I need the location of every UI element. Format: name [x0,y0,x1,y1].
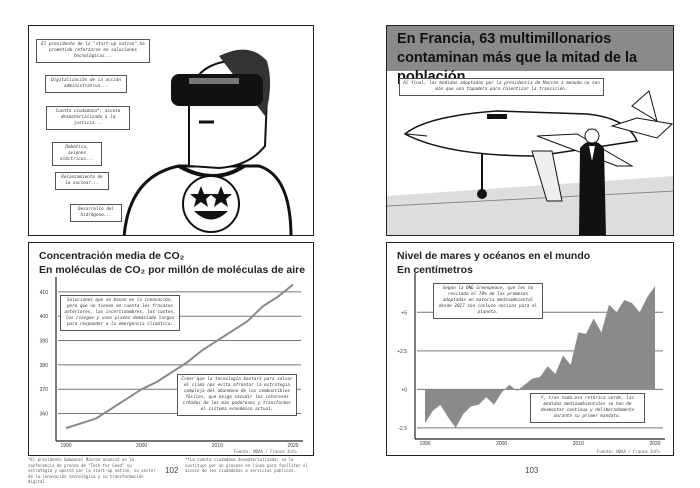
x-tick-label: 1990 [60,443,71,449]
y-tick-label: 390 [40,339,49,345]
sea-annotation-2: Y, tras toda esa retórica verde, las med… [530,393,645,423]
sea-title: Nivel de mares y océanos en el mundo [397,250,591,262]
co2-annotation-1: Soluciones que se basan en la innovación… [60,295,180,331]
x-tick-label: 2010 [573,441,584,447]
footnote-2: **La cuenta ciudadana desmaterializada: … [185,457,308,473]
jet-panel: En Francia, 63 multimillonarios contamin… [386,25,674,236]
y-tick-label: +5 [401,310,407,316]
caption-startup-nation: El presidente de la "start-up nation" ha… [36,39,150,63]
co2-title: Concentración media de CO₂ [39,250,185,262]
co2-chart-panel: Concentración media de CO₂ En moléculas … [28,242,314,456]
x-tick-label: 2020 [649,441,660,447]
caption-robotica: Robótica, aviones eléctricos... [52,142,102,166]
x-tick-label: 2020 [287,443,298,449]
star-eye-icon [210,186,232,207]
x-tick-label: 2000 [136,443,147,449]
sea-source: Fuente: NOAA / France Info [597,448,660,454]
footnote-1: *El presidente Emmanuel Macron anunció e… [28,457,156,484]
page-number-right: 103 [525,466,539,475]
y-tick-label: +2.5 [397,349,407,355]
x-tick-label: 2000 [496,441,507,447]
sea-level-chart: -2.5 +0 +2.5 +5 1990 2000 2010 2020 [397,273,665,447]
caption-nuclear: Relanzamiento de lo nuclear... [55,172,109,190]
y-tick-label: 370 [40,387,49,393]
jet-caption: Al final, las medidas adoptadas por la p… [399,78,604,96]
co2-subtitle: En moléculas de CO₂ por millón de molécu… [39,264,306,276]
co2-annotation-2: Creer que la tecnología bastará para sal… [177,374,297,416]
co2-chart: 360 370 380 390 400 410 1990 2000 2010 2020 [40,277,303,449]
y-tick-label: 400 [40,314,49,320]
caption-digitalizacion: Digitalización de la acción administrati… [45,75,127,93]
y-tick-label: -2.5 [398,426,407,432]
page-number-left: 102 [165,466,179,475]
co2-chart-title: Concentración media de CO₂ En moléculas … [39,249,309,277]
y-tick-label: 380 [40,363,49,369]
private-jet-illustration [387,90,673,235]
caption-hidrogeno: Desarrollo del hidrógeno... [70,204,122,222]
sea-annotation-1: Según la ONG Greenpeace, que les ha revi… [433,283,543,319]
sea-chart-title: Nivel de mares y océanos en el mundo En … [397,249,667,277]
caption-cuenta-ciudadana: Cuenta ciudadana*, acceso desmaterializa… [46,106,130,130]
sea-subtitle: En centímetros [397,264,473,276]
co2-source: Fuente: NOAA / France Info [234,448,297,454]
x-tick-label: 1990 [419,441,430,447]
co2-line [65,283,294,430]
sea-level-area [425,286,655,428]
vr-man-panel: El presidente de la "start-up nation" ha… [28,25,314,236]
y-tick-label: 360 [40,412,49,418]
y-tick-label: +0 [401,387,407,393]
vr-man-illustration [122,49,293,235]
star-eye-icon [190,186,212,207]
x-tick-label: 2010 [212,443,223,449]
sea-level-chart-panel: Nivel de mares y océanos en el mundo En … [386,242,674,456]
y-tick-label: 410 [40,290,49,296]
